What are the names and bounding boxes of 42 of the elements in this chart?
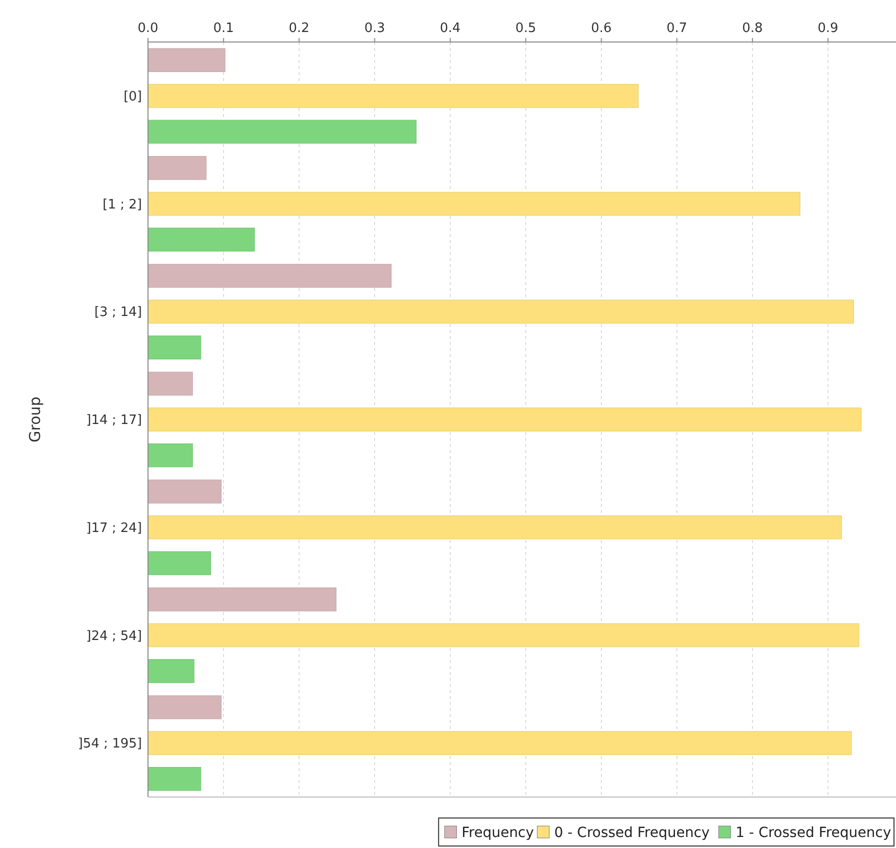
x-tick-label: 0.7 xyxy=(666,21,688,36)
bar xyxy=(148,84,639,108)
bar xyxy=(148,767,202,791)
legend-label: 0 - Crossed Frequency xyxy=(554,825,710,841)
bar xyxy=(148,480,222,504)
bar xyxy=(148,264,392,288)
bar xyxy=(148,228,255,252)
x-tick-label: 0.3 xyxy=(364,21,386,36)
bar xyxy=(148,192,800,216)
x-tick-label: 0.6 xyxy=(590,21,612,36)
x-tick-label: 0.5 xyxy=(515,21,536,36)
x-tick-label: 0.8 xyxy=(742,21,763,36)
x-tick-label: 0.2 xyxy=(288,21,310,36)
x-tick-label: 0.0 xyxy=(138,21,158,36)
y-tick-label: ]54 ; 195] xyxy=(78,736,142,752)
bar xyxy=(148,515,842,540)
y-tick-label: ]14 ; 17] xyxy=(86,413,142,428)
x-tick-label: 0.1 xyxy=(213,21,234,36)
bar xyxy=(148,551,211,576)
bar xyxy=(148,443,193,468)
y-tick-label: [1 ; 2] xyxy=(102,197,142,212)
bar xyxy=(148,336,202,360)
bar xyxy=(148,372,193,396)
bar xyxy=(148,120,416,144)
legend-label: 1 - Crossed Frequency xyxy=(736,825,892,841)
y-tick-label: ]17 ; 24] xyxy=(86,520,142,536)
bar xyxy=(148,300,854,324)
x-tick-label: 0.9 xyxy=(818,21,838,36)
y-tick-label: [0] xyxy=(124,89,142,104)
bar xyxy=(148,731,852,755)
bar xyxy=(148,588,336,612)
y-tick-label: [3 ; 14] xyxy=(94,305,142,320)
bar xyxy=(148,695,222,720)
x-tick-label: 0.4 xyxy=(440,21,461,36)
legend-label: Frequency xyxy=(462,825,534,841)
bar xyxy=(148,623,860,648)
bar xyxy=(148,48,226,72)
y-tick-label: ]24 ; 54] xyxy=(86,628,142,644)
bar xyxy=(148,659,194,683)
bar xyxy=(148,408,862,432)
bar xyxy=(148,156,206,180)
y-axis-title: Group xyxy=(26,396,44,442)
